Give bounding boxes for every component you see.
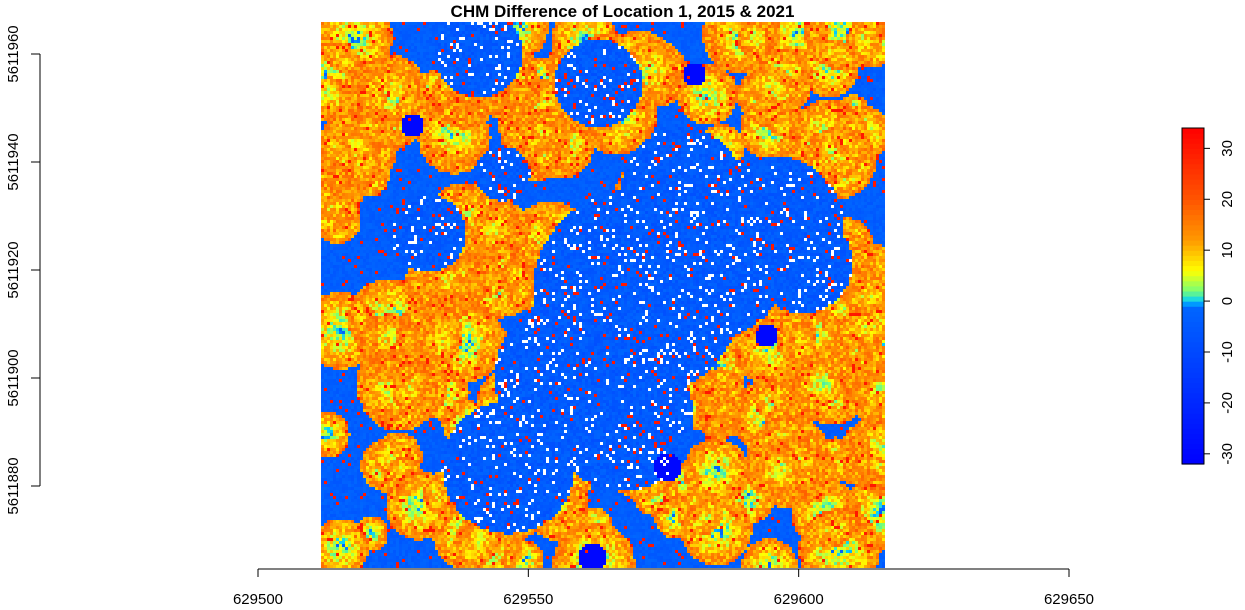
colorbar-swatch: [1182, 189, 1204, 195]
colorbar-swatch: [1182, 163, 1204, 170]
colorbar-swatch: [1182, 153, 1204, 160]
colorbar-swatch: [1182, 270, 1204, 277]
x-axis: 629500 629550 629600 629650: [233, 568, 1094, 608]
colorbar-swatch: [1182, 438, 1204, 445]
y-tick-label: 5611880: [5, 457, 22, 514]
colorbar-swatch: [1182, 392, 1204, 399]
y-tick-label: 5611940: [5, 133, 22, 190]
raster-canvas: [321, 22, 885, 568]
colorbar-tick-label: -20: [1219, 392, 1236, 414]
colorbar-swatch: [1182, 128, 1204, 134]
colorbar-swatch: [1182, 413, 1204, 419]
colorbar-swatch: [1182, 290, 1204, 297]
colorbar-tick-label: -10: [1219, 341, 1236, 363]
colorbar-swatch: [1182, 265, 1204, 272]
colorbar-swatch: [1182, 408, 1204, 414]
colorbar-swatch: [1182, 199, 1204, 205]
colorbar-swatch: [1182, 433, 1204, 440]
colorbar-swatch: [1182, 423, 1204, 429]
colorbar-swatch: [1182, 346, 1204, 353]
colorbar-swatch: [1182, 133, 1204, 139]
colorbar-swatch: [1182, 306, 1204, 312]
colorbar-swatch: [1182, 194, 1204, 200]
colorbar-swatch: [1182, 229, 1204, 236]
colorbar-swatch: [1182, 397, 1204, 404]
colorbar-swatch: [1182, 382, 1204, 389]
colorbar-swatch: [1182, 362, 1204, 368]
colorbar-swatch: [1182, 316, 1204, 323]
colorbar-swatch: [1182, 402, 1204, 409]
colorbar-swatch: [1182, 245, 1204, 251]
colorbar-swatch: [1182, 296, 1204, 302]
colorbar-swatch: [1182, 280, 1204, 287]
colorbar-swatch: [1182, 352, 1204, 358]
y-tick-label: 5611900: [5, 349, 22, 406]
colorbar-swatch: [1182, 458, 1204, 465]
colorbar-swatch: [1182, 148, 1204, 155]
x-tick-label: 629650: [1044, 591, 1094, 608]
x-tick-label: 629550: [503, 591, 553, 608]
colorbar-swatch: [1182, 301, 1204, 307]
colorbar-swatch: [1182, 341, 1204, 348]
x-tick-label: 629500: [233, 591, 283, 608]
colorbar-tick-label: 10: [1219, 242, 1236, 259]
colorbar-swatch: [1182, 321, 1204, 328]
colorbar-swatch: [1182, 377, 1204, 384]
colorbar-swatch: [1182, 173, 1204, 180]
colorbar-swatch: [1182, 367, 1204, 373]
colorbar-swatch: [1182, 138, 1204, 144]
y-axis: 5611880 5611900 5611920 5611940 5611960: [5, 25, 41, 515]
colorbar-swatch: [1182, 285, 1204, 292]
x-tick-label: 629600: [774, 591, 824, 608]
colorbar-swatch: [1182, 372, 1204, 379]
colorbar-swatch: [1182, 168, 1204, 175]
colorbar-swatch: [1182, 357, 1204, 363]
colorbar-swatch: [1182, 143, 1204, 149]
colorbar-swatch: [1182, 275, 1204, 282]
colorbar-swatch: [1182, 418, 1204, 424]
colorbar-swatch: [1182, 448, 1204, 455]
colorbar-tick-label: 30: [1219, 140, 1236, 157]
colorbar-swatch: [1182, 234, 1204, 241]
colorbar-frame: [1181, 127, 1205, 465]
colorbar-swatch: [1182, 214, 1204, 221]
colorbar-swatch: [1182, 331, 1204, 338]
colorbar-swatch: [1182, 219, 1204, 226]
colorbar-swatch: [1182, 260, 1204, 267]
colorbar-swatch: [1182, 255, 1204, 261]
colorbar-swatch: [1182, 250, 1204, 256]
colorbar-swatch: [1182, 387, 1204, 394]
colorbar-swatch: [1182, 428, 1204, 435]
colorbar-swatch: [1182, 184, 1204, 190]
colorbar-tick-label: -30: [1219, 443, 1236, 465]
colorbar-swatch: [1182, 443, 1204, 450]
colorbar-legend: -30 -20 -10 0 10 20 30: [1181, 127, 1236, 465]
y-tick-label: 5611920: [5, 241, 22, 298]
colorbar-swatch: [1182, 178, 1204, 185]
colorbar-tick-label: 20: [1219, 191, 1236, 208]
colorbar-swatch: [1182, 204, 1204, 211]
colorbar-swatch: [1182, 311, 1204, 317]
colorbar-swatch: [1182, 453, 1204, 460]
colorbar-swatch: [1182, 336, 1204, 343]
colorbar-swatch: [1182, 158, 1204, 165]
colorbar-swatch: [1182, 326, 1204, 333]
chm-difference-raster: [321, 22, 885, 568]
colorbar-swatch: [1182, 209, 1204, 216]
colorbar-swatch: [1182, 224, 1204, 231]
y-tick-label: 5611960: [5, 25, 22, 82]
colorbar-swatch: [1182, 240, 1204, 246]
chart-title: CHM Difference of Location 1, 2015 & 202…: [450, 2, 795, 21]
colorbar-tick-label: 0: [1219, 297, 1236, 305]
